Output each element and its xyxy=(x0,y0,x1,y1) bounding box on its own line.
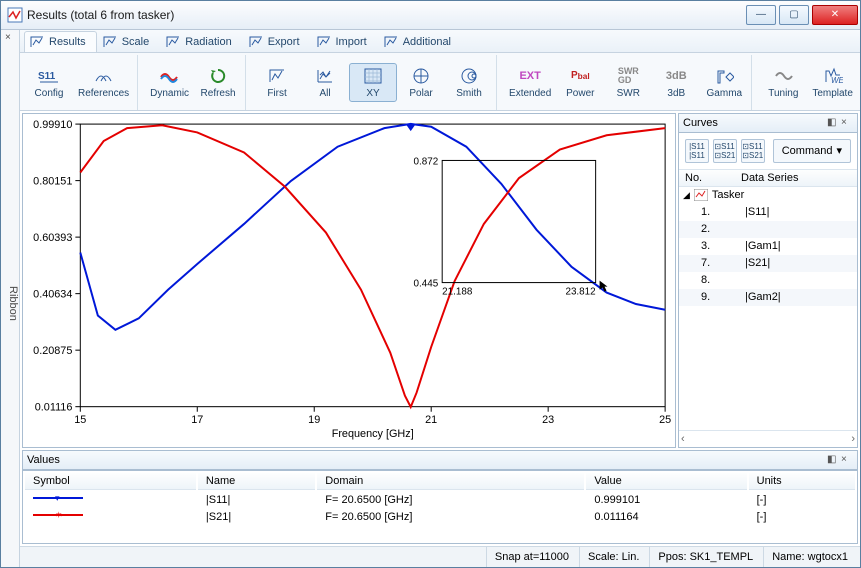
svg-text:✶: ✶ xyxy=(55,510,63,520)
command-button[interactable]: Command▾ xyxy=(773,139,851,163)
svg-text:21: 21 xyxy=(425,414,437,426)
tab-import[interactable]: Import xyxy=(311,31,378,52)
template-button[interactable]: WETemplate xyxy=(807,63,858,102)
tab-results[interactable]: Results xyxy=(24,31,97,52)
curve-row[interactable]: 1.|S11| xyxy=(679,204,857,221)
statusbar: Snap at=11000 Scale: Lin. Ppos: SK1_TEMP… xyxy=(20,546,860,567)
curves-panel: Curves ◧ × |S11|S11 ⊡S11⊡S21 ⊡S11⊡S21 Co… xyxy=(678,113,858,448)
values-pin-icon[interactable]: ◧ xyxy=(827,454,839,466)
close-button[interactable]: ✕ xyxy=(812,5,858,25)
curve-row[interactable]: 7.|S21| xyxy=(679,255,857,272)
svg-text:0.40634: 0.40634 xyxy=(33,289,72,301)
svg-text:0.99910: 0.99910 xyxy=(33,119,72,131)
maximize-button[interactable]: ▢ xyxy=(779,5,809,25)
svg-text:Frequency [GHz]: Frequency [GHz] xyxy=(332,428,414,440)
power-button[interactable]: PbalPower xyxy=(556,63,604,102)
status-name: Name: wgtocx1 xyxy=(763,547,856,567)
svg-text:0.60393: 0.60393 xyxy=(33,232,72,244)
values-panel: SymbolNameDomainValueUnits▾|S11|F= 20.65… xyxy=(22,470,858,544)
gamma-button[interactable]: Gamma xyxy=(700,63,748,102)
smith-button[interactable]: Smith xyxy=(445,63,493,102)
first-button[interactable]: First xyxy=(253,63,301,102)
minimize-button[interactable]: — xyxy=(746,5,776,25)
toolbar: S11Config References Dynamic Refresh Fir… xyxy=(20,53,860,111)
swr-button[interactable]: SWRGDSWR xyxy=(604,63,652,102)
tab-scale[interactable]: Scale xyxy=(97,31,161,52)
svg-text:▾: ▾ xyxy=(55,493,60,503)
curves-title: Curves xyxy=(683,117,718,129)
svg-text:0.445: 0.445 xyxy=(414,278,439,289)
svg-text:19: 19 xyxy=(308,414,320,426)
svg-text:0.01116: 0.01116 xyxy=(35,402,73,414)
status-ppos: Ppos: SK1_TEMPL xyxy=(649,547,761,567)
curves-list[interactable]: ◢Tasker1.|S11|2.3.|Gam1|7.|S21|8.9.|Gam2… xyxy=(679,187,857,430)
curves-header: No. Data Series xyxy=(679,169,857,187)
svg-text:S11: S11 xyxy=(38,71,56,82)
scroll-left-icon[interactable]: ‹ xyxy=(681,433,685,445)
status-snap: Snap at=11000 xyxy=(486,547,577,567)
svg-text:23: 23 xyxy=(542,414,554,426)
svg-text:25: 25 xyxy=(659,414,671,426)
status-scale: Scale: Lin. xyxy=(579,547,647,567)
scroll-right-icon[interactable]: › xyxy=(851,433,855,445)
extended-button[interactable]: EXTExtended xyxy=(504,63,556,102)
svg-text:21.188: 21.188 xyxy=(442,287,473,298)
svg-text:0.872: 0.872 xyxy=(414,156,439,167)
window-title: Results (total 6 from tasker) xyxy=(27,8,746,22)
values-title: Values xyxy=(27,454,60,466)
curve-row[interactable]: 8. xyxy=(679,272,857,289)
s11-filter-button[interactable]: |S11|S11 xyxy=(685,139,709,163)
refresh-button[interactable]: Refresh xyxy=(194,63,242,102)
window-buttons: — ▢ ✕ xyxy=(746,5,858,25)
references-button[interactable]: References xyxy=(73,63,134,102)
svg-text:17: 17 xyxy=(191,414,203,426)
xy-button[interactable]: XY xyxy=(349,63,397,102)
ribbon-label: Ribbon xyxy=(7,286,19,321)
svg-text:15: 15 xyxy=(74,414,86,426)
app-window: Results (total 6 from tasker) — ▢ ✕ × Ri… xyxy=(0,0,861,568)
curve-row[interactable]: 2. xyxy=(679,221,857,238)
config-button[interactable]: S11Config xyxy=(25,63,73,102)
titlebar: Results (total 6 from tasker) — ▢ ✕ xyxy=(1,1,860,30)
svg-text:WE: WE xyxy=(831,76,843,85)
chart-area[interactable]: 15 17 19 21 23 25 0.01116 0.20875 0.40634 0.60393… xyxy=(22,113,676,448)
all-button[interactable]: All xyxy=(301,63,349,102)
ribbon-tabs: ResultsScaleRadiationExportImportAdditio… xyxy=(20,30,860,53)
tuning-button[interactable]: Tuning xyxy=(759,63,807,102)
svg-text:0.20875: 0.20875 xyxy=(33,345,72,357)
values-close-icon[interactable]: × xyxy=(841,454,853,466)
ribbon-collapse-icon[interactable]: × xyxy=(5,32,11,43)
tab-additional[interactable]: Additional xyxy=(378,31,462,52)
s11s21-filter-button[interactable]: ⊡S11⊡S21 xyxy=(713,139,737,163)
pin-icon[interactable]: ◧ xyxy=(827,117,839,129)
threedb-button[interactable]: 3dB3dB xyxy=(652,63,700,102)
panel-close-icon[interactable]: × xyxy=(841,117,853,129)
s21-filter-button[interactable]: ⊡S11⊡S21 xyxy=(741,139,765,163)
tab-radiation[interactable]: Radiation xyxy=(160,31,242,52)
app-icon xyxy=(7,7,23,23)
svg-text:0.80151: 0.80151 xyxy=(33,176,72,188)
polar-button[interactable]: Polar xyxy=(397,63,445,102)
svg-text:23.812: 23.812 xyxy=(565,287,596,298)
tab-export[interactable]: Export xyxy=(243,31,311,52)
dynamic-button[interactable]: Dynamic xyxy=(145,63,194,102)
curve-row[interactable]: 9.|Gam2| xyxy=(679,289,857,306)
curve-row[interactable]: 3.|Gam1| xyxy=(679,238,857,255)
ribbon-handle[interactable]: × Ribbon xyxy=(1,30,20,567)
